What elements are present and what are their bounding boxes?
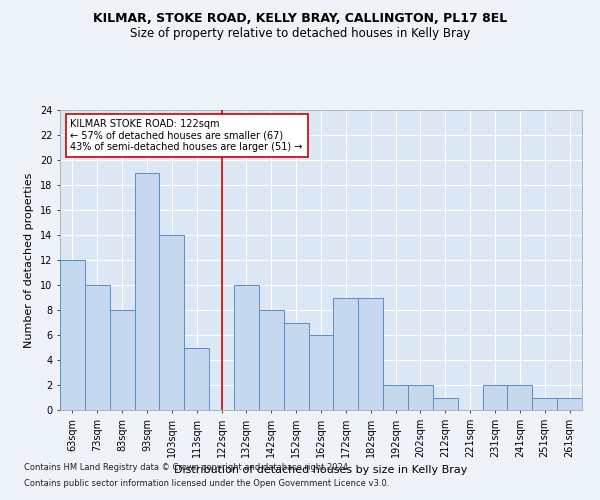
Bar: [160, 235, 184, 410]
Bar: [383, 385, 408, 410]
Text: Size of property relative to detached houses in Kelly Bray: Size of property relative to detached ho…: [130, 28, 470, 40]
Bar: [234, 285, 259, 410]
Text: Contains HM Land Registry data © Crown copyright and database right 2024.: Contains HM Land Registry data © Crown c…: [24, 464, 350, 472]
Bar: [85, 285, 110, 410]
Y-axis label: Number of detached properties: Number of detached properties: [25, 172, 34, 348]
Bar: [508, 385, 532, 410]
Bar: [259, 310, 284, 410]
Bar: [557, 398, 582, 410]
Bar: [184, 348, 209, 410]
Text: KILMAR STOKE ROAD: 122sqm
← 57% of detached houses are smaller (67)
43% of semi-: KILMAR STOKE ROAD: 122sqm ← 57% of detac…: [70, 119, 303, 152]
Bar: [358, 298, 383, 410]
X-axis label: Distribution of detached houses by size in Kelly Bray: Distribution of detached houses by size …: [175, 466, 467, 475]
Bar: [134, 172, 160, 410]
Bar: [60, 260, 85, 410]
Bar: [308, 335, 334, 410]
Bar: [408, 385, 433, 410]
Bar: [334, 298, 358, 410]
Text: Contains public sector information licensed under the Open Government Licence v3: Contains public sector information licen…: [24, 478, 389, 488]
Bar: [110, 310, 134, 410]
Bar: [284, 322, 308, 410]
Bar: [433, 398, 458, 410]
Text: KILMAR, STOKE ROAD, KELLY BRAY, CALLINGTON, PL17 8EL: KILMAR, STOKE ROAD, KELLY BRAY, CALLINGT…: [93, 12, 507, 26]
Bar: [532, 398, 557, 410]
Bar: [482, 385, 508, 410]
